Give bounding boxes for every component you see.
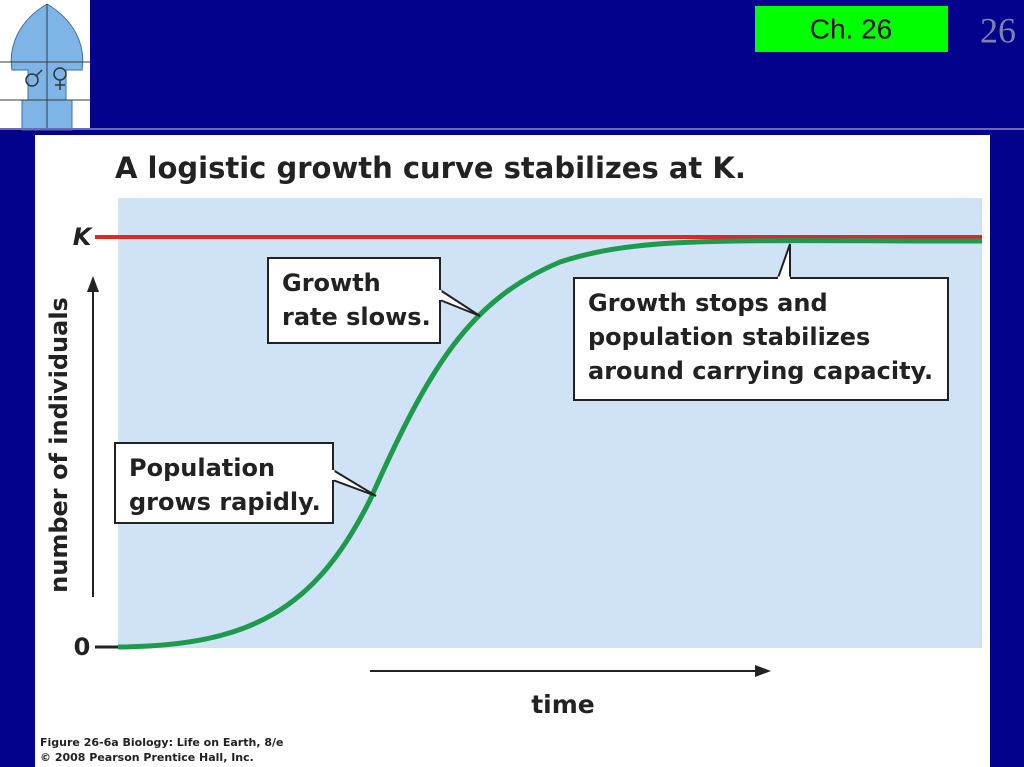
callout-text: grows rapidly. (129, 488, 321, 516)
callout-text: rate slows. (282, 303, 431, 331)
page-number: 26 (980, 10, 1016, 50)
callout-text: Growth stops and (588, 289, 828, 317)
chapter-badge (755, 6, 948, 52)
chapter-label: Ch. 26 (810, 13, 893, 44)
x-axis-arrow (370, 665, 771, 677)
y-tick-label: 0 (74, 633, 91, 661)
callout-box (573, 277, 949, 401)
credit-line: Figure 26-6a Biology: Life on Earth, 8/e (40, 736, 283, 749)
logistic-curve (117, 238, 983, 650)
y-axis-label: number of individuals (45, 297, 73, 593)
figure-title: A logistic growth curve stabilizes at K. (115, 151, 746, 185)
callout-box (114, 442, 334, 524)
plot-area (118, 198, 982, 648)
callout-text: around carrying capacity. (588, 357, 933, 385)
credit-line: © 2008 Pearson Prentice Hall, Inc. (40, 751, 254, 764)
callout-box (267, 257, 441, 344)
y-axis-arrow (87, 276, 99, 597)
x-axis-label: time (531, 690, 595, 719)
callout-text: population stabilizes (588, 323, 870, 351)
logo (0, 0, 90, 131)
callouts: Growth rate slows. Growth stops and populat… (114, 243, 949, 524)
callout-text: Growth (282, 269, 381, 297)
callout-text: Population (129, 454, 275, 482)
y-tick-label: K (73, 223, 94, 251)
